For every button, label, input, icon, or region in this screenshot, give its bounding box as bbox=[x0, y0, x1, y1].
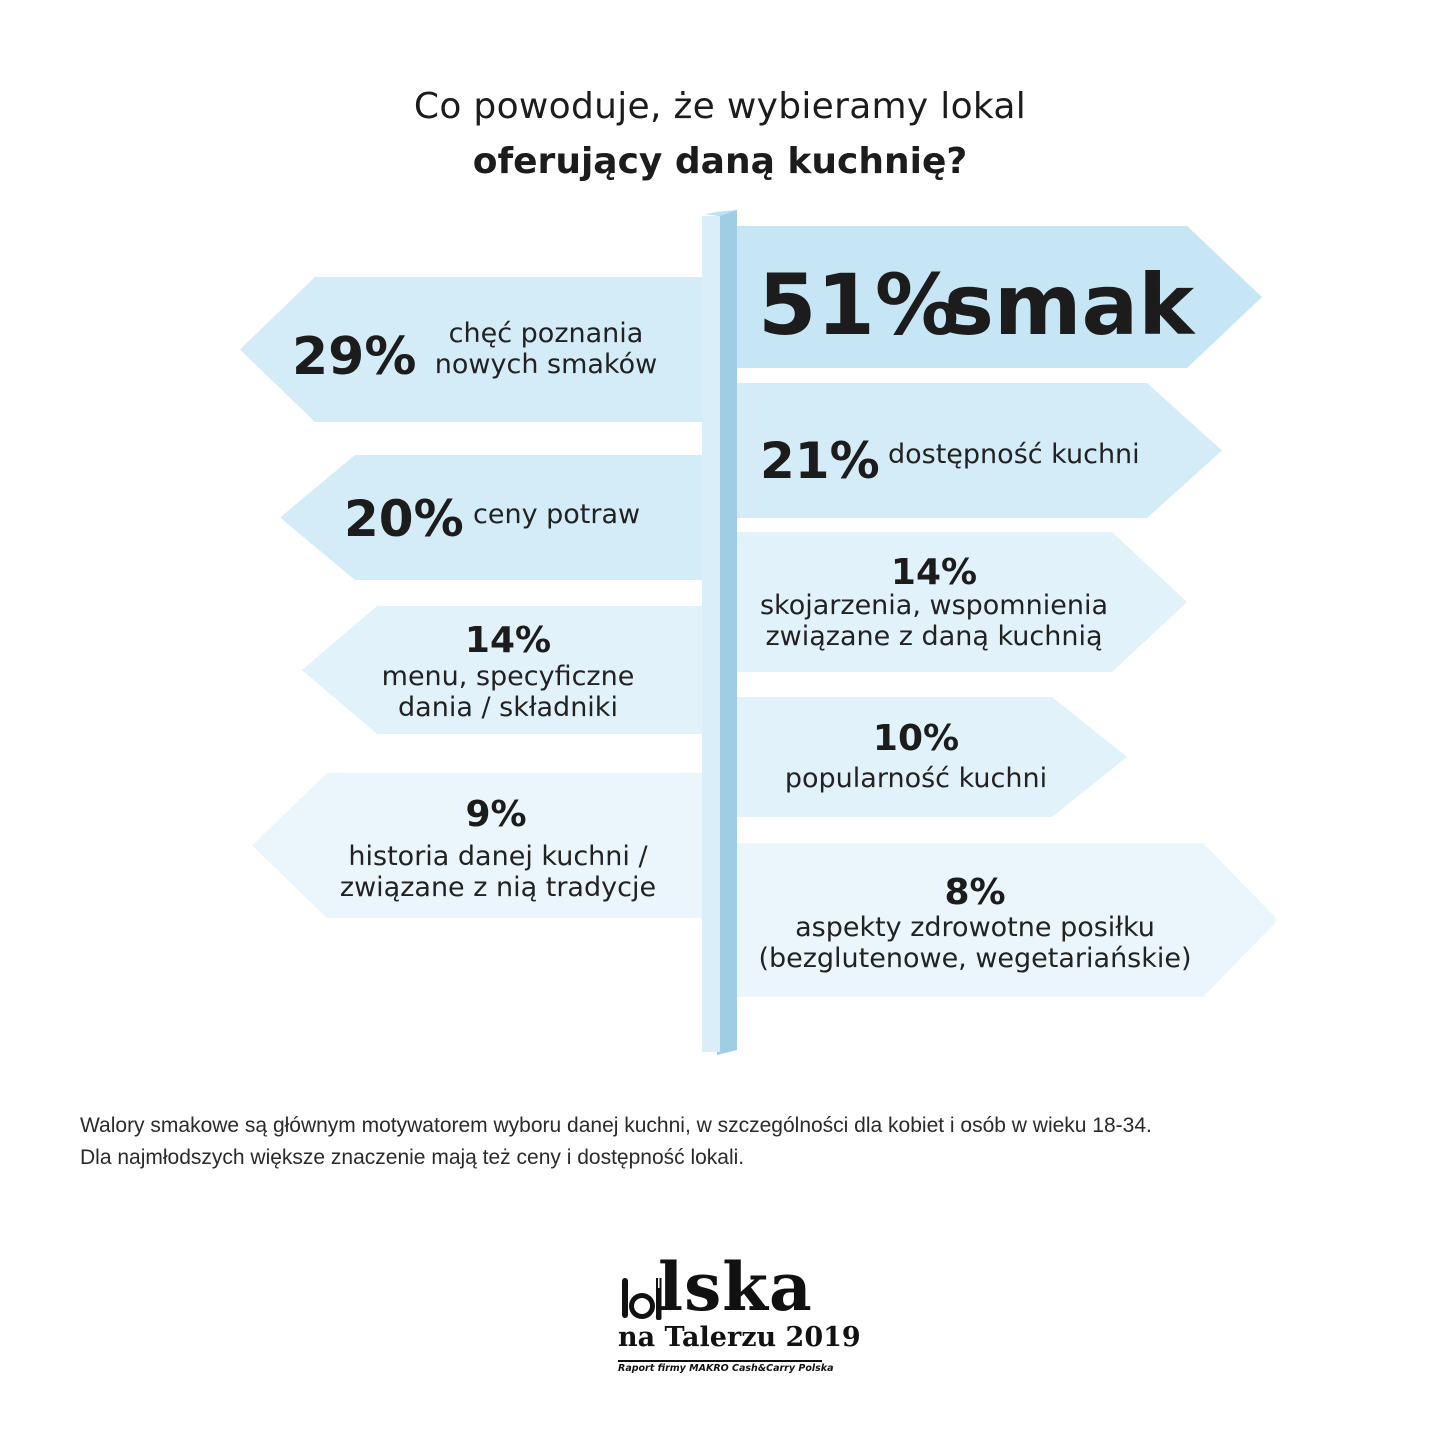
footnote-line1: Walory smakowe są głównym motywatorem wy… bbox=[80, 1114, 1152, 1137]
sign-popular: 10% popularność kuchni bbox=[737, 697, 1127, 817]
sign-value-menu: 14% bbox=[465, 620, 551, 661]
sign-label-dostep: dostępność kuchni bbox=[888, 439, 1140, 470]
sign-arrow-smak bbox=[737, 226, 1262, 368]
sign-value-dostep: 21% bbox=[760, 432, 880, 490]
sign-arrow-zdrowie bbox=[737, 843, 1278, 997]
sign-arrow-historia bbox=[252, 773, 702, 918]
sign-arrow-dostep bbox=[737, 383, 1222, 518]
plate-fork-knife-icon bbox=[622, 1278, 662, 1320]
sign-historia: 9% historia danej kuchni /związane z nią … bbox=[252, 773, 702, 918]
footnote-line2: Dla najmłodszych większe znaczenie mają … bbox=[80, 1146, 745, 1169]
sign-value-ceny: 20% bbox=[344, 490, 464, 548]
sign-dostep: 21% dostępność kuchni bbox=[737, 383, 1222, 518]
sign-arrow-nowe bbox=[240, 277, 702, 422]
signpost-post-front bbox=[702, 216, 720, 1052]
sign-value-popular: 10% bbox=[873, 718, 959, 759]
sign-label-menu: dania / składniki bbox=[398, 692, 618, 723]
sign-arrow-ceny bbox=[280, 455, 702, 580]
signpost-post-side bbox=[717, 210, 737, 1055]
sign-value-smak: 51% bbox=[758, 256, 959, 354]
logo-subtitle: na Talerzu 2019 bbox=[618, 1322, 861, 1353]
report-logo: lska na Talerzu 2019 Raport firmy MAKRO … bbox=[612, 1248, 861, 1382]
footnote: Walory smakowe są głównym motywatorem wy… bbox=[80, 1110, 1380, 1174]
chart-title-line2: oferujący daną kuchnię? bbox=[472, 141, 968, 182]
logo-credit: Raport firmy MAKRO Cash&Carry Polska bbox=[618, 1363, 834, 1374]
sign-arrow-menu bbox=[302, 606, 702, 734]
signpost-post-top bbox=[704, 210, 737, 216]
sign-label-nowe: chęć poznania bbox=[449, 318, 644, 349]
chart-title-line1: Co powoduje, że wybieramy lokal bbox=[413, 86, 1027, 127]
sign-value-historia: 9% bbox=[465, 794, 526, 835]
logo-word: lska bbox=[658, 1248, 813, 1326]
logo-divider bbox=[618, 1360, 822, 1362]
sign-zdrowie: 8%aspekty zdrowotne posiłku(bezglutenowe… bbox=[737, 843, 1278, 997]
sign-ceny: 20% ceny potraw bbox=[280, 455, 702, 580]
sign-value-nowe: 29% bbox=[292, 327, 416, 387]
sign-smak: 51%smak bbox=[737, 226, 1262, 368]
sign-label-ceny: ceny potraw bbox=[473, 499, 640, 530]
sign-value-zdrowie: 8% bbox=[944, 872, 1005, 913]
sign-arrow-popular bbox=[737, 697, 1127, 817]
sign-label-smak: smak bbox=[944, 256, 1196, 354]
sign-label-nowe: nowych smaków bbox=[435, 349, 657, 380]
sign-label-zdrowie: (bezglutenowe, wegetariańskie) bbox=[758, 943, 1191, 974]
sign-label-menu: menu, specyficzne bbox=[382, 661, 635, 692]
sign-label-skoj: skojarzenia, wspomnienia bbox=[760, 590, 1108, 621]
sign-arrow-skoj bbox=[737, 532, 1187, 672]
sign-value-skoj: 14% bbox=[891, 552, 977, 593]
sign-label-historia: związane z nią tradycje bbox=[340, 872, 656, 903]
sign-label-popular: popularność kuchni bbox=[785, 763, 1047, 794]
sign-label-zdrowie: aspekty zdrowotne posiłku bbox=[795, 912, 1155, 943]
sign-label-skoj: związane z daną kuchnią bbox=[765, 621, 1102, 652]
sign-label-historia: historia danej kuchni / bbox=[348, 841, 648, 872]
